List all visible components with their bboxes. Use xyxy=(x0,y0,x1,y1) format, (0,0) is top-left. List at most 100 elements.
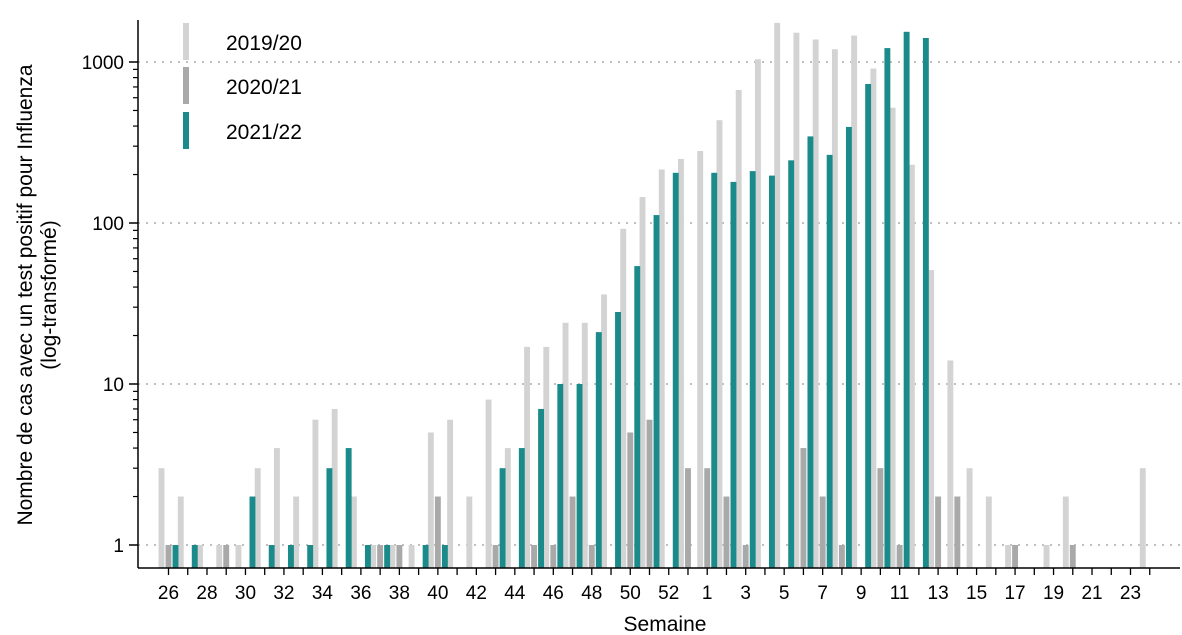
x-tick-label-50: 50 xyxy=(620,583,641,604)
bar-2019/20-week-31 xyxy=(254,468,261,568)
bar-2020/21-week-38 xyxy=(396,545,403,568)
bar-2020/21-week-11 xyxy=(877,468,884,568)
bar-2019/20-week-37 xyxy=(370,545,377,568)
bar-2019/20-week-34 xyxy=(312,419,319,568)
bar-2021/22-week-3 xyxy=(730,181,737,568)
y-tick-label-1: 1 xyxy=(113,536,124,557)
bar-2019/20-week-43 xyxy=(485,399,492,568)
bar-2020/21-week-9 xyxy=(838,545,845,568)
bar-2019/20-week-8 xyxy=(812,39,819,568)
bar-2019/20-week-42 xyxy=(466,496,473,568)
bar-2019/20-week-47 xyxy=(562,322,569,568)
bar-2020/21-week-50 xyxy=(627,432,634,568)
x-tick-label-13: 13 xyxy=(928,583,949,604)
x-tick-label-42: 42 xyxy=(466,583,487,604)
bar-2019/20-week-10 xyxy=(851,35,858,569)
bar-2019/20-week-4 xyxy=(735,90,742,568)
bar-2019/20-week-28 xyxy=(197,545,203,568)
x-tick-label-32: 32 xyxy=(273,583,294,604)
x-tick-label-23: 23 xyxy=(1120,583,1141,604)
bar-2019/20-week-45 xyxy=(524,346,531,568)
legend-swatch-2021/22 xyxy=(183,112,189,149)
bar-2019/20-week-48 xyxy=(581,322,588,568)
bar-2020/21-week-4 xyxy=(742,545,749,568)
bar-2019/20-week-21 xyxy=(1062,496,1069,568)
bar-2020/21-week-26 xyxy=(165,545,172,568)
bar-2021/22-week-39 xyxy=(422,545,429,568)
x-tick-label-34: 34 xyxy=(312,583,334,604)
bar-2019/20-week-44 xyxy=(504,448,511,568)
bar-2021/22-week-7 xyxy=(807,136,814,568)
x-tick-label-21: 21 xyxy=(1081,583,1102,604)
bar-2021/22-week-34 xyxy=(326,468,333,568)
x-tick-label-28: 28 xyxy=(196,583,217,604)
bar-2019/20-week-52 xyxy=(658,169,665,568)
legend-swatch-2019/20 xyxy=(183,23,189,60)
y-tick-label-1000: 1000 xyxy=(82,53,124,74)
x-tick-label-9: 9 xyxy=(856,583,867,604)
bar-2020/21-week-37 xyxy=(377,545,384,568)
bar-2021/22-week-11 xyxy=(884,48,891,568)
bar-2019/20-week-49 xyxy=(601,294,607,568)
x-tick-label-15: 15 xyxy=(966,583,987,604)
bar-2020/21-week-15 xyxy=(954,496,961,568)
legend-label-2020/21: 2020/21 xyxy=(226,76,302,99)
bar-2021/22-week-50 xyxy=(634,266,641,568)
bar-2019/20-week-26 xyxy=(158,468,165,568)
bar-2021/22-week-32 xyxy=(287,545,294,568)
bar-2020/21-week-46 xyxy=(550,545,557,568)
bar-2019/20-week-29 xyxy=(216,545,223,568)
axes xyxy=(129,20,1180,575)
bar-2019/20-week-25 xyxy=(1139,468,1146,568)
bar-2021/22-week-5 xyxy=(768,175,775,568)
bar-2019/20-week-51 xyxy=(639,197,646,568)
bar-2019/20-week-6 xyxy=(774,22,781,569)
y-axis-title-line1: Nombre de cas avec un test positif pour … xyxy=(14,64,37,525)
bar-2021/22-week-27 xyxy=(191,545,198,568)
bar-2020/21-week-40 xyxy=(434,496,441,568)
bar-2019/20-week-41 xyxy=(447,419,454,568)
x-tick-label-1: 1 xyxy=(702,583,713,604)
bar-2019/20-week-33 xyxy=(293,496,300,568)
x-tick-label-7: 7 xyxy=(817,583,828,604)
bar-2021/22-week-44 xyxy=(518,448,525,568)
x-tick-label-26: 26 xyxy=(158,583,179,604)
x-tick-label-52: 52 xyxy=(658,583,679,604)
bar-2021/22-week-8 xyxy=(826,154,833,568)
bar-2020/21-week-45 xyxy=(531,545,538,568)
x-tick-label-38: 38 xyxy=(389,583,410,604)
bar-2021/22-week-40 xyxy=(441,545,448,568)
y-tick-label-10: 10 xyxy=(103,375,124,396)
bars xyxy=(158,22,1146,569)
x-tick-label-44: 44 xyxy=(504,583,526,604)
bar-2021/22-week-47 xyxy=(576,384,583,568)
y-tick-label-100: 100 xyxy=(92,214,124,235)
bar-2019/20-week-27 xyxy=(177,496,184,568)
bar-2019/20-week-13 xyxy=(908,164,915,568)
legend-label-2021/22: 2021/22 xyxy=(226,121,302,144)
bar-2021/22-week-52 xyxy=(672,172,679,569)
bar-2020/21-week-43 xyxy=(492,545,499,568)
bar-2020/21-week-8 xyxy=(819,496,826,568)
bar-2021/22-week-12 xyxy=(903,31,910,569)
bar-2019/20-week-7 xyxy=(793,32,800,568)
bar-2019/20-week-35 xyxy=(331,408,338,568)
x-tick-label-3: 3 xyxy=(740,583,751,604)
bar-2020/21-week-18 xyxy=(1012,545,1019,568)
bar-2019/20-week-46 xyxy=(543,346,550,568)
bar-2019/20-week-40 xyxy=(427,432,434,568)
bar-2019/20-week-3 xyxy=(716,120,723,568)
x-tick-label-36: 36 xyxy=(350,583,371,604)
bar-2021/22-week-36 xyxy=(364,545,371,568)
bar-2019/20-week-2 xyxy=(697,151,704,568)
bar-2019/20-week-32 xyxy=(273,448,280,568)
bar-2019/20-week-36 xyxy=(350,496,357,568)
x-tick-label-30: 30 xyxy=(235,583,256,604)
bar-2019/20-week-11 xyxy=(870,68,877,569)
bar-2019/20-week-16 xyxy=(966,468,973,568)
bar-2019/20-week-50 xyxy=(620,228,627,569)
bar-2020/21-week-3 xyxy=(723,496,730,568)
bar-2019/20-week-1 xyxy=(678,158,684,569)
x-tick-label-11: 11 xyxy=(890,583,910,604)
